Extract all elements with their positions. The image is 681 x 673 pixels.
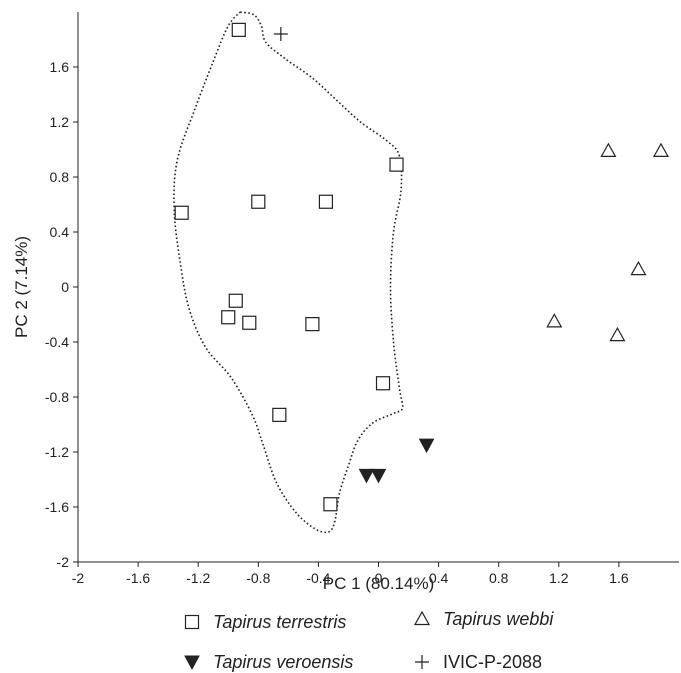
y-tick-label: 1.6 (50, 59, 70, 75)
legend: Tapirus terrestris Tapirus webbi Tapirus v… (184, 609, 554, 672)
y-tick-label: -0.4 (45, 334, 69, 350)
x-tick-label: -0.4 (306, 570, 330, 586)
tapirus-terrestris-point (323, 497, 338, 512)
tapirus-terrestris-point (305, 317, 320, 332)
x-tick-label: 1.6 (609, 570, 629, 586)
y-tick-label: 0.8 (50, 169, 70, 185)
x-tick-label: -2 (72, 570, 85, 586)
legend-label-tapirus-veroensis: Tapirus veroensis (213, 652, 353, 672)
x-tick-label: -0.8 (246, 570, 270, 586)
x-tick-label: 1.2 (549, 570, 569, 586)
y-tick-label: 0 (61, 279, 69, 295)
tapirus-terrestris-point (231, 22, 246, 37)
terrestris-hull-outline (173, 11, 404, 534)
y-tick-label: 1.2 (50, 114, 70, 130)
tapirus-veroensis-point (358, 468, 375, 484)
legend-label-tapirus-webbi: Tapirus webbi (443, 609, 554, 629)
tapirus-veroensis-legend-marker (184, 655, 200, 671)
tapirus-webbi-point (630, 260, 647, 276)
x-tick-label: 0.4 (429, 570, 449, 586)
tapirus-veroensis-point (418, 438, 435, 454)
y-tick-label: -1.6 (45, 499, 69, 515)
y-axis-ticks: -2 -1.6 -1.2 -0.8 -0.4 0 0.4 0.8 1.2 1.6 (45, 59, 78, 570)
ivic-p-2088-point (273, 27, 288, 41)
y-tick-label: -1.2 (45, 444, 69, 460)
x-tick-label: -1.2 (186, 570, 210, 586)
tapirus-terrestris-point (228, 293, 243, 308)
tapirus-terrestris-point (375, 376, 391, 391)
tapirus-terrestris-point (272, 407, 287, 422)
tapirus-webbi-point (600, 142, 617, 157)
x-axis-title: PC 1 (80.14%) (323, 574, 435, 593)
legend-label-tapirus-terrestris: Tapirus terrestris (213, 612, 346, 632)
data-points (174, 22, 669, 512)
ivic-p-2088-legend-marker (415, 655, 429, 669)
y-tick-label: -0.8 (45, 389, 69, 405)
tapirus-terrestris-point (174, 205, 189, 220)
tapirus-terrestris-point (242, 315, 257, 330)
tapirus-terrestris-point (318, 194, 334, 209)
y-tick-label: -2 (57, 554, 70, 570)
tapirus-terrestris-point (251, 194, 266, 209)
tapirus-terrestris-point (221, 310, 236, 325)
tapirus-webbi-point (609, 326, 626, 342)
tapirus-webbi-point (546, 313, 563, 328)
x-tick-label: -1.6 (126, 570, 150, 586)
x-tick-label: 0.8 (489, 570, 509, 586)
y-axis-title: PC 2 (7.14%) (12, 236, 31, 338)
x-tick-label: 0 (375, 570, 383, 586)
tapirus-terrestris-legend-marker (184, 614, 200, 630)
x-axis-ticks: -2 -1.6 -1.2 -0.8 -0.4 0 0.4 0.8 1.2 1.6 (72, 562, 629, 586)
tapirus-webbi-legend-marker (413, 610, 431, 626)
legend-label-ivic-p-2088: IVIC-P-2088 (443, 652, 542, 672)
tapirus-webbi-point (652, 142, 669, 157)
tapirus-veroensis-point (370, 468, 387, 484)
y-tick-label: 0.4 (50, 224, 70, 240)
tapirus-terrestris-point (389, 157, 404, 172)
